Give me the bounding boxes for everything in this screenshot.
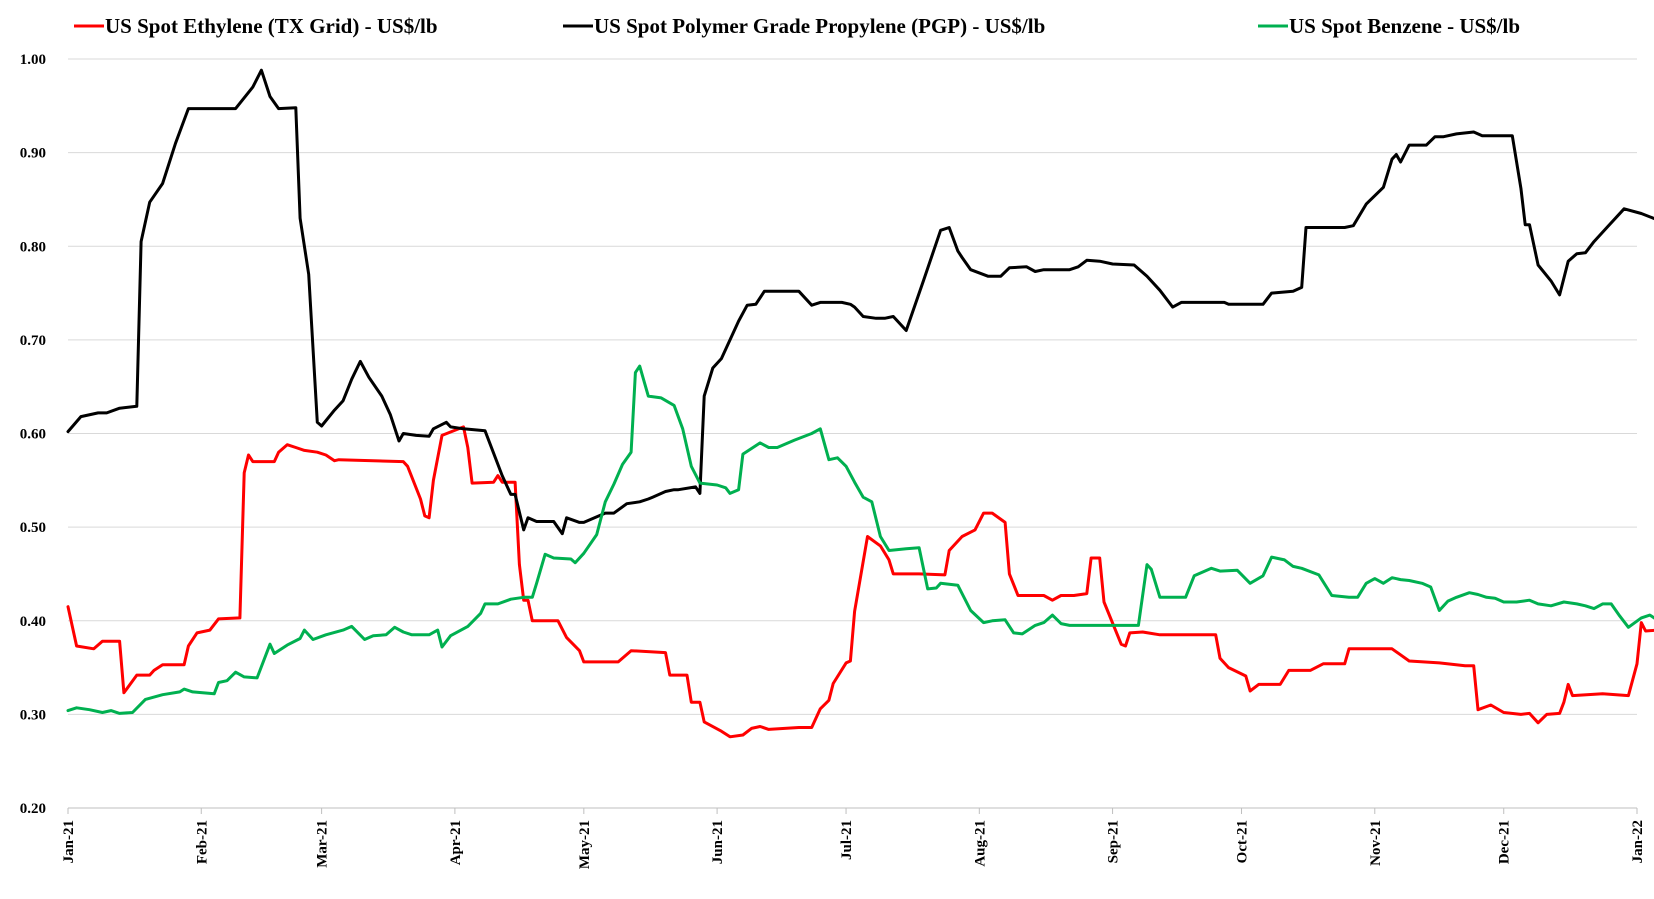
legend-label-propylene: US Spot Polymer Grade Propylene (PGP) - … (594, 14, 1045, 38)
y-tick-label: 0.20 (20, 801, 46, 817)
series-line-ethylene (66, 425, 1654, 739)
y-tick-label: 0.80 (20, 239, 46, 255)
legend-item-propylene: US Spot Polymer Grade Propylene (PGP) - … (563, 14, 1045, 38)
x-tick-label: Jun-21 (710, 820, 726, 864)
legend-label-benzene: US Spot Benzene - US$/lb (1289, 14, 1520, 38)
x-tick-label: Sep-21 (1106, 820, 1122, 863)
series-line-propylene (66, 68, 1654, 536)
x-tick-label: Aug-21 (972, 820, 988, 867)
gridlines (68, 58, 1637, 715)
y-tick-label: 0.90 (20, 146, 46, 162)
x-tick-label: Oct-21 (1235, 820, 1251, 863)
legend-item-ethylene: US Spot Ethylene (TX Grid) - US$/lb (74, 14, 438, 38)
axes: 0.20 0.30 0.40 0.50 0.60 0.70 0.80 0.90 1.00 Jan-… (20, 52, 1646, 869)
legend-label-ethylene: US Spot Ethylene (TX Grid) - US$/lb (105, 14, 438, 38)
y-tick-label: 0.40 (20, 614, 46, 630)
x-tick-label: Dec-21 (1497, 820, 1513, 864)
x-tick-label: Jul-21 (839, 820, 855, 860)
x-tick-label: May-21 (577, 820, 593, 869)
y-tick-label: 0.60 (20, 427, 46, 443)
x-tick-label: Jan-22 (1630, 820, 1646, 863)
y-tick-label: 0.30 (20, 707, 46, 723)
series-lines (66, 68, 1654, 739)
x-tick-label: Mar-21 (315, 820, 331, 868)
legend: US Spot Ethylene (TX Grid) - US$/lb US S… (74, 14, 1520, 38)
x-tick-label: Jan-21 (61, 820, 77, 863)
x-tick-label: Nov-21 (1368, 820, 1384, 866)
x-tick-label: Apr-21 (448, 820, 464, 865)
legend-item-benzene: US Spot Benzene - US$/lb (1258, 14, 1520, 38)
series-line-benzene (66, 364, 1654, 715)
y-tick-label: 1.00 (20, 52, 46, 68)
x-tick-label: Feb-21 (194, 820, 210, 864)
y-tick-label: 0.70 (20, 333, 46, 349)
y-tick-label: 0.50 (20, 520, 46, 536)
